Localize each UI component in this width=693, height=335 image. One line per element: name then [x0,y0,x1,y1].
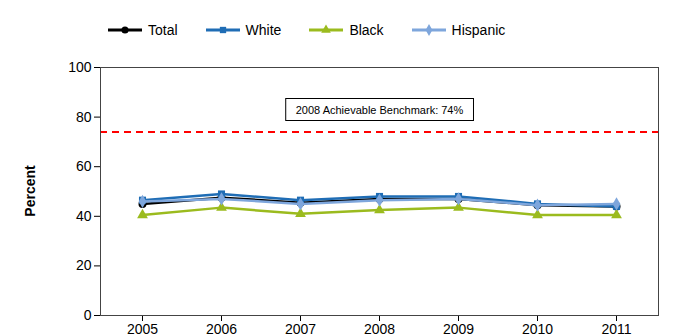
html-text:Hispanic: Hispanic [451,22,506,38]
svg-text:2010: 2010 [522,321,553,335]
svg-text:2006: 2006 [206,321,237,335]
svg-text:20: 20 [76,257,92,273]
svg-text:0: 0 [84,307,92,323]
svg-text:2009: 2009 [443,321,474,335]
html-text:White: White [245,22,282,38]
svg-text:80: 80 [76,109,92,125]
html-text:Total: Total [148,22,178,38]
svg-text:2007: 2007 [285,321,316,335]
svg-text:Percent: Percent [22,165,38,217]
svg-text:2005: 2005 [127,321,158,335]
svg-text:2008 Achievable Benchmark: 74%: 2008 Achievable Benchmark: 74% [296,104,464,116]
html-text:Black: Black [349,22,384,38]
svg-text:40: 40 [76,208,92,224]
svg-text:2011: 2011 [601,321,631,335]
svg-text:60: 60 [76,158,92,174]
svg-text:100: 100 [68,59,92,75]
svg-text:2008: 2008 [364,321,395,335]
